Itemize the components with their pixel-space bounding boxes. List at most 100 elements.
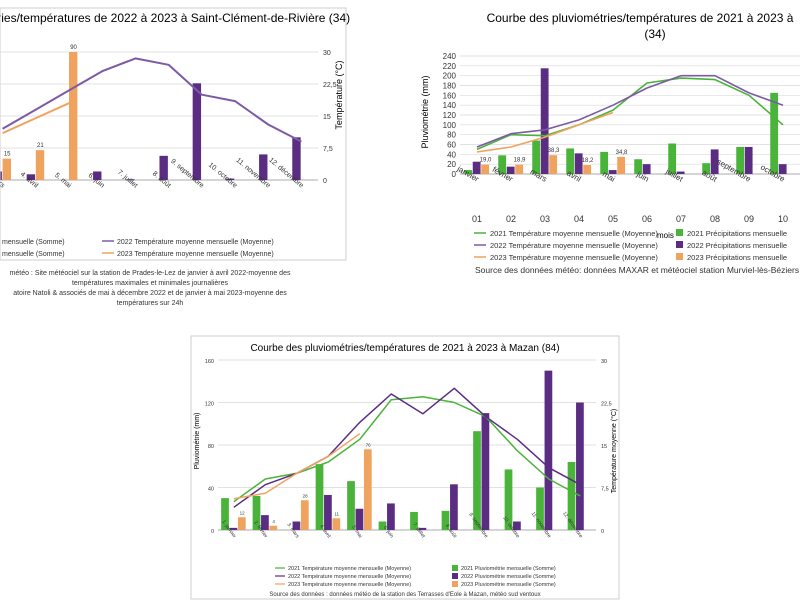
legend-3-0: 2021 Température moyenne mensuelle (Moye… — [288, 566, 411, 572]
c3-bar — [261, 515, 269, 530]
c1-series-line — [2, 57, 302, 143]
c3-bar — [441, 510, 450, 530]
c1-bar — [126, 179, 135, 180]
c2-bar — [676, 171, 685, 174]
legend-2-swatch-2023 — [676, 253, 683, 260]
chart-saint-clement: pluviométries/températures de 2022 à 202… — [0, 0, 350, 330]
c2-y-tick-label: 60 — [447, 141, 456, 150]
source-1-line-2: atoire Natoli & associés de mai à décemb… — [13, 290, 287, 297]
c3-y2-tick-label: 0 — [601, 529, 604, 535]
c2-bar — [498, 155, 507, 174]
chart-1-y2-label: Température (°C) — [334, 60, 344, 129]
c3-bar — [332, 518, 341, 530]
c1-x-tick-label: mars — [0, 174, 6, 190]
chart-mazan: Courbe des pluviométries/températures de… — [190, 335, 620, 600]
chart-murviel: Courbe des pluviométries/températures de… — [410, 0, 800, 330]
c3-bar — [387, 503, 395, 530]
c2-month-number: 01 — [472, 214, 482, 224]
c2-series-line — [476, 77, 784, 151]
legend-2-1: 2021 Précipitations mensuelle — [687, 229, 787, 238]
c2-y-tick-label: 180 — [443, 82, 457, 91]
c1-y2-tick-label: 30 — [323, 50, 331, 57]
c2-series-line — [476, 111, 614, 153]
c2-bar — [515, 164, 524, 174]
c2-bar — [549, 155, 558, 174]
source-3: Source des données : données météo de la… — [269, 592, 540, 598]
c2-y-tick-label: 140 — [443, 101, 457, 110]
c2-month-number: 04 — [574, 214, 584, 224]
c3-bar — [567, 462, 576, 530]
c2-bar — [481, 164, 490, 174]
c2-bar — [583, 165, 592, 174]
c2-y-tick-label: 240 — [443, 52, 457, 61]
c2-bar — [617, 156, 626, 174]
chart-1-svg: pluviométries/températures de 2022 à 202… — [0, 7, 350, 307]
source-1-line-1: températures maximales et minimales jour… — [72, 280, 229, 287]
c2-bar — [710, 149, 719, 174]
c1-bar — [292, 137, 301, 180]
c3-bar — [504, 469, 513, 530]
c2-y-tick-label: 40 — [447, 150, 456, 159]
c1-bar — [225, 178, 235, 180]
legend-2-0: 2021 Température moyenne mensuelle (Moye… — [490, 229, 658, 238]
c2-bar — [600, 151, 609, 174]
c3-bar — [378, 521, 387, 530]
c3-y-tick-label: 0 — [211, 529, 214, 535]
legend-3-1: 2021 Pluviométrie mensuelle (Somme) — [461, 566, 556, 572]
legend-1-1: 2022 Température moyenne mensuelle (Moye… — [117, 239, 274, 246]
chart-3-frame — [190, 335, 620, 600]
chart-3-y-label: Pluviométrie (mm) — [194, 413, 201, 470]
c2-y-tick-label: 120 — [443, 111, 457, 120]
source-1-line-3: températures sur 24h — [117, 300, 184, 307]
c3-bar — [221, 498, 229, 530]
c2-month-number: 09 — [744, 214, 754, 224]
c2-bar — [702, 163, 711, 174]
c3-bar — [536, 487, 544, 530]
c2-x-tick-label: juillet — [663, 166, 685, 184]
c3-y-tick-label: 80 — [208, 444, 214, 450]
c2-bar — [540, 68, 549, 174]
c2-month-number: 08 — [710, 214, 720, 224]
c3-bar — [473, 431, 481, 530]
c2-bar — [566, 148, 575, 174]
legend-2-3: 2022 Précipitations mensuelle — [687, 241, 787, 250]
c1-bar — [2, 158, 11, 180]
c2-y-tick-label: 220 — [443, 62, 457, 71]
c3-bar — [237, 517, 246, 530]
c2-month-number: 10 — [778, 214, 788, 224]
c3-bar — [347, 481, 355, 530]
c2-bar-data-label: 18,2 — [582, 158, 594, 164]
c3-bar — [315, 464, 324, 530]
c3-bar-data-label: 4 — [272, 519, 275, 524]
chart-2-title-line2: (34) — [644, 27, 665, 41]
c2-month-number: 02 — [506, 214, 516, 224]
legend-3-5: 2023 Pluviométrie mensuelle (Somme) — [461, 582, 556, 588]
c2-bar-data-label: 34,8 — [616, 150, 628, 156]
c3-series-line — [233, 433, 361, 500]
c1-bar-data-label: 21 — [37, 143, 44, 149]
c2-month-number: 07 — [676, 214, 686, 224]
c3-y-tick-label: 120 — [205, 402, 214, 408]
source-1-line-0: météo : Site météociel sur la station de… — [10, 270, 291, 277]
legend-3-swatch-2023 — [452, 581, 458, 587]
c2-bar — [532, 140, 541, 174]
c3-bar-data-label: 12 — [240, 510, 246, 515]
c1-y2-tick-label: 7,5 — [323, 146, 333, 153]
c2-y-tick-label: 20 — [447, 160, 456, 169]
c2-y-tick-label: 0 — [452, 170, 457, 179]
c2-bar-data-label: 38,3 — [548, 148, 560, 154]
c3-bar — [355, 508, 364, 530]
c2-bar — [634, 159, 643, 174]
legend-3-2: 2022 Température moyenne mensuelle (Moye… — [288, 574, 411, 580]
chart-3-title: Courbe des pluviométries/températures de… — [250, 343, 559, 354]
legend-2-swatch-2021 — [676, 229, 683, 236]
c2-y-tick-label: 200 — [443, 72, 457, 81]
c1-x-tick-label: 7. juillet — [116, 169, 139, 190]
c3-bar — [252, 496, 261, 530]
chart-2-y-label: Pluviométrie (mm) — [420, 75, 430, 148]
c3-bar — [450, 484, 458, 530]
c2-month-number: 05 — [608, 214, 618, 224]
c3-bar — [544, 370, 553, 530]
legend-3-swatch-2021 — [452, 565, 458, 571]
c3-y-tick-label: 160 — [205, 359, 214, 365]
